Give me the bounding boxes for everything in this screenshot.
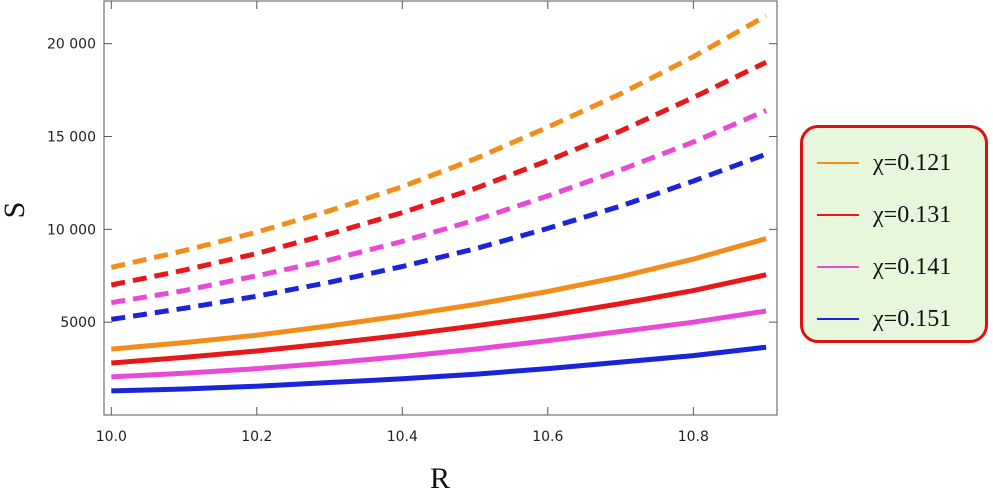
x-axis-label: R <box>430 462 450 490</box>
legend-item: χ=0.121 <box>817 148 951 178</box>
series-line-solid <box>111 272 767 366</box>
tick-layer: 10.0 10.2 10.4 10.6 10.8 5000 10 000 15 000 20 0… <box>47 1 777 445</box>
legend-item: χ=0.151 <box>817 304 951 334</box>
y-tick-label: 10 000 <box>47 222 96 238</box>
x-tick-label: 10.4 <box>387 429 418 445</box>
legend-item: χ=0.141 <box>817 252 951 282</box>
legend-label: χ=0.151 <box>873 305 952 332</box>
legend-swatch <box>817 318 859 320</box>
series-line-dashed <box>110 13 768 270</box>
x-tick-label: 10.6 <box>532 429 563 445</box>
series-layer <box>110 13 768 394</box>
y-tick-label: 20 000 <box>47 37 96 53</box>
series-line-dashed <box>110 60 768 288</box>
x-tick-label: 10.8 <box>678 429 709 445</box>
legend-swatch <box>817 266 859 268</box>
plot-frame <box>103 0 778 416</box>
series-line-solid <box>111 236 767 352</box>
series-line-solid <box>111 344 767 394</box>
legend: χ=0.121 χ=0.131 χ=0.141 χ=0.151 <box>800 125 988 343</box>
legend-item: χ=0.131 <box>817 200 951 230</box>
legend-label: χ=0.121 <box>873 149 952 176</box>
legend-swatch <box>817 162 859 164</box>
y-tick-label: 15 000 <box>47 130 96 146</box>
x-tick-label: 10.0 <box>96 429 127 445</box>
legend-label: χ=0.141 <box>873 253 952 280</box>
y-tick-label: 5000 <box>60 315 96 331</box>
y-axis-label: S <box>0 202 31 219</box>
series-line-dashed <box>110 108 768 306</box>
legend-label: χ=0.131 <box>873 201 952 228</box>
legend-swatch <box>817 214 859 216</box>
x-tick-label: 10.2 <box>241 429 272 445</box>
series-line-solid <box>111 308 767 380</box>
series-line-dashed <box>110 151 767 322</box>
